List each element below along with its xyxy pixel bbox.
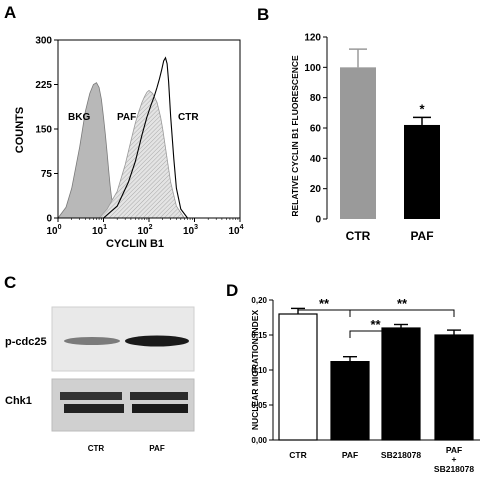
cyclin-y-tick-label: 0 xyxy=(315,215,321,226)
histogram-x-tick-label: 103 xyxy=(183,224,198,237)
cyclin-category-paf: PAF xyxy=(410,229,433,243)
blot-label-p-cdc25: p-cdc25 xyxy=(5,336,47,348)
migration-bar-1 xyxy=(278,313,318,441)
histogram-x-tick-label: 100 xyxy=(46,224,61,237)
histogram-ctr-layer xyxy=(103,56,188,219)
migration-y-tick-label: 0,20 xyxy=(251,296,267,305)
band-chk1-paf-top xyxy=(130,392,188,400)
migration-bar-2 xyxy=(330,361,370,441)
western-blot: p-cdc25 Chk1 CTR PAF xyxy=(5,306,195,453)
histogram-x-tick-label: 104 xyxy=(228,224,243,237)
cyclin-y-tick-label: 100 xyxy=(304,63,321,74)
cyclin-bar-chart: * 0 20 40 60 80 100 120 RELATIVE CYCLIN B1 FLU… xyxy=(290,33,440,243)
panel-letter-a: A xyxy=(4,3,16,22)
migration-y-tick-label: 0,05 xyxy=(251,401,267,410)
histogram-y-tick-label: 0 xyxy=(46,214,52,225)
histogram-y-tick-label: 300 xyxy=(35,36,52,47)
blot-lane-ctr: CTR xyxy=(88,444,105,453)
cyclin-y-label: RELATIVE CYCLIN B1 FLUORESCENCE xyxy=(290,55,300,217)
histogram-y-tick-label: 75 xyxy=(41,169,53,180)
migration-y-tick-label: 0,10 xyxy=(251,366,267,375)
histogram-bkg-layer xyxy=(57,82,123,219)
migration-y-axis: 0,00 0,05 0,10 0,15 0,20 xyxy=(251,296,480,445)
cyclin-bar-ctr xyxy=(340,67,376,219)
histogram-x-ticks: 100 101 102 103 104 xyxy=(46,218,244,237)
migration-category-paf-sb-line2: + xyxy=(452,454,457,464)
cyclin-bar-paf xyxy=(404,124,440,219)
migration-bar-4 xyxy=(434,334,474,441)
panel-letter-b: B xyxy=(257,5,269,24)
migration-bar-chart: ** ** ** 0,00 0,05 0,10 0,15 0,20 NUCLEAR MIGR… xyxy=(250,296,480,474)
series-label-bkg: BKG xyxy=(68,112,90,123)
band-p-cdc25-paf xyxy=(125,335,189,347)
histogram-bkg-area xyxy=(57,82,123,219)
cyclin-y-axis: 0 20 40 60 80 100 120 xyxy=(304,33,328,226)
histogram-y-label: COUNTS xyxy=(14,107,26,153)
cyclin-significance-mark: * xyxy=(419,101,425,116)
histogram-x-label: CYCLIN B1 xyxy=(106,238,164,250)
panel-letter-c: C xyxy=(4,273,16,292)
series-label-ctr: CTR xyxy=(178,112,199,123)
cyclin-y-tick-label: 40 xyxy=(310,154,322,165)
histogram-paf-area xyxy=(98,89,186,219)
histogram-y-tick-label: 225 xyxy=(35,80,52,91)
band-p-cdc25-ctr xyxy=(64,337,120,345)
cyclin-bars: * xyxy=(340,48,440,219)
histogram-ctr-curve xyxy=(103,56,188,219)
band-chk1-ctr-top xyxy=(60,392,122,400)
migration-significance: ** ** ** xyxy=(297,296,455,338)
band-chk1-paf-bottom xyxy=(132,404,188,413)
migration-bars xyxy=(278,307,474,441)
band-chk1-ctr-bottom xyxy=(64,404,124,413)
histogram-chart: 0 75 150 225 300 100 101 102 103 104 BKG PAF CTR… xyxy=(14,36,244,251)
histogram-paf-layer xyxy=(98,89,186,219)
migration-y-tick-label: 0,00 xyxy=(251,436,267,445)
migration-category-ctr: CTR xyxy=(289,450,306,460)
migration-category-sb218078: SB218078 xyxy=(381,450,421,460)
cyclin-category-ctr: CTR xyxy=(346,229,371,243)
series-label-paf: PAF xyxy=(117,112,136,123)
cyclin-y-tick-label: 120 xyxy=(304,33,321,44)
histogram-x-tick-label: 102 xyxy=(137,224,152,237)
migration-category-paf-sb-line1: PAF xyxy=(446,445,462,455)
cyclin-y-tick-label: 60 xyxy=(310,124,322,135)
blot-lane-paf: PAF xyxy=(149,444,165,453)
migration-y-tick-label: 0,15 xyxy=(251,331,267,340)
migration-category-paf-sb-line3: SB218078 xyxy=(434,464,474,474)
panel-letter-d: D xyxy=(226,281,238,300)
migration-bar-3 xyxy=(381,327,421,441)
migration-significance-mark: ** xyxy=(370,317,381,332)
histogram-y-ticks: 0 75 150 225 300 xyxy=(35,36,58,225)
histogram-x-tick-label: 101 xyxy=(92,224,107,237)
histogram-y-tick-label: 150 xyxy=(35,125,52,136)
migration-significance-mark: ** xyxy=(397,296,408,311)
blot-label-chk1: Chk1 xyxy=(5,395,32,407)
cyclin-y-tick-label: 20 xyxy=(310,184,322,195)
migration-significance-bracket xyxy=(349,309,455,317)
cyclin-y-tick-label: 80 xyxy=(310,93,322,104)
migration-y-label: NUCLEAR MIGRATION INDEX xyxy=(250,310,260,431)
migration-category-paf: PAF xyxy=(342,450,358,460)
migration-significance-mark: ** xyxy=(319,296,330,311)
